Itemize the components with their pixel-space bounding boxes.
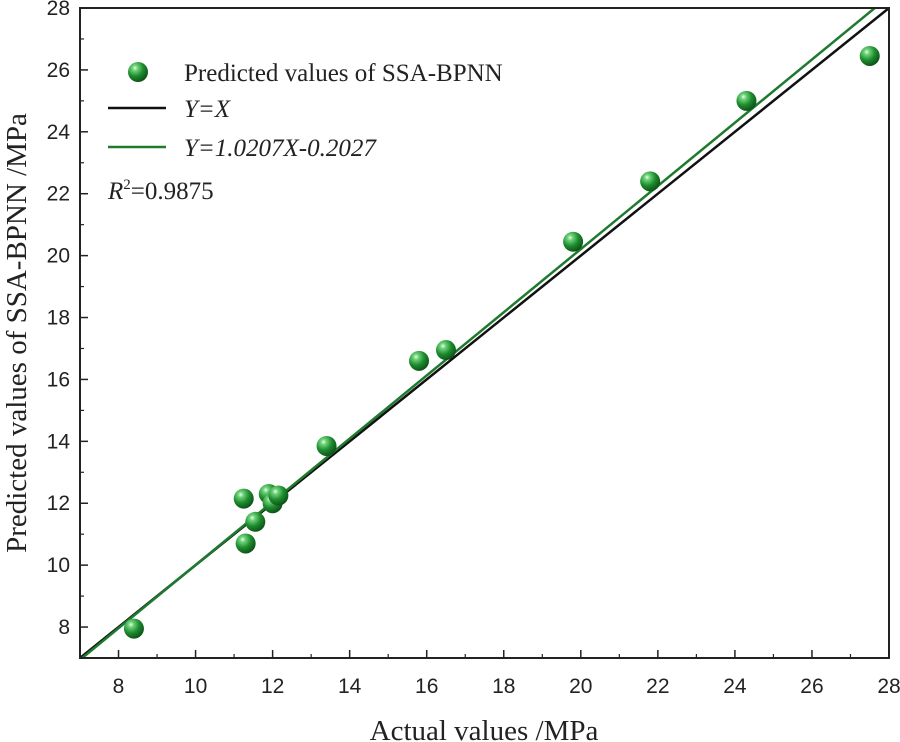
- y-axis-title: Predicted values of SSA-BPNN /MPa: [1, 113, 33, 553]
- data-point: [409, 350, 430, 371]
- x-tick-label: 26: [800, 675, 823, 698]
- data-point: [316, 435, 337, 456]
- y-tick-label: 22: [47, 183, 70, 206]
- r2-symbol: R: [107, 178, 123, 205]
- y-tick-label: 10: [47, 554, 70, 577]
- data-point: [435, 340, 456, 361]
- y-tick-label: 8: [58, 616, 70, 639]
- r2-value: =0.9875: [131, 178, 214, 205]
- legend-item-scatter: Predicted values of SSA-BPNN: [128, 60, 503, 87]
- x-tick-label: 28: [877, 675, 900, 698]
- y-tick-label: 12: [47, 492, 70, 515]
- data-point: [640, 171, 661, 192]
- data-point: [123, 618, 144, 639]
- legend-item-fit: Y=1.0207X-0.2027: [108, 135, 377, 162]
- r2-superscript: 2: [123, 177, 131, 193]
- legend-label-scatter: Predicted values of SSA-BPNN: [184, 60, 503, 87]
- data-point: [563, 231, 584, 252]
- x-tick-label: 16: [415, 675, 438, 698]
- plot-frame: [79, 7, 890, 659]
- x-tick-label: 10: [184, 675, 207, 698]
- y-tick-label: 26: [47, 59, 70, 82]
- data-point: [235, 533, 256, 554]
- x-axis-title: Actual values /MPa: [370, 715, 599, 742]
- x-tick-label: 18: [492, 675, 515, 698]
- x-tick-label: 12: [261, 675, 284, 698]
- legend-marker-ball: [128, 62, 148, 82]
- x-tick-label: 14: [338, 675, 362, 698]
- y-tick-label: 24: [47, 121, 71, 144]
- x-tick-label: 8: [113, 675, 125, 698]
- y-tick-label: 14: [47, 430, 71, 453]
- data-point: [268, 485, 289, 506]
- x-tick-label: 22: [646, 675, 669, 698]
- y-tick-label: 16: [47, 368, 70, 391]
- data-point: [859, 45, 880, 66]
- legend: Predicted values of SSA-BPNN Y=X Y=1.020…: [107, 60, 503, 205]
- data-point: [736, 90, 757, 111]
- y-tick-label: 28: [47, 0, 70, 20]
- x-tick-label: 24: [723, 675, 747, 698]
- legend-label-identity: Y=X: [184, 96, 232, 123]
- x-tick-label: 20: [569, 675, 592, 698]
- r-squared-annotation: R2=0.9875: [107, 177, 214, 205]
- data-point: [233, 488, 254, 509]
- legend-label-fit: Y=1.0207X-0.2027: [184, 135, 377, 162]
- y-tick-label: 18: [47, 307, 70, 330]
- legend-item-identity: Y=X: [108, 96, 232, 123]
- data-point: [245, 511, 266, 532]
- y-tick-label: 20: [47, 245, 70, 268]
